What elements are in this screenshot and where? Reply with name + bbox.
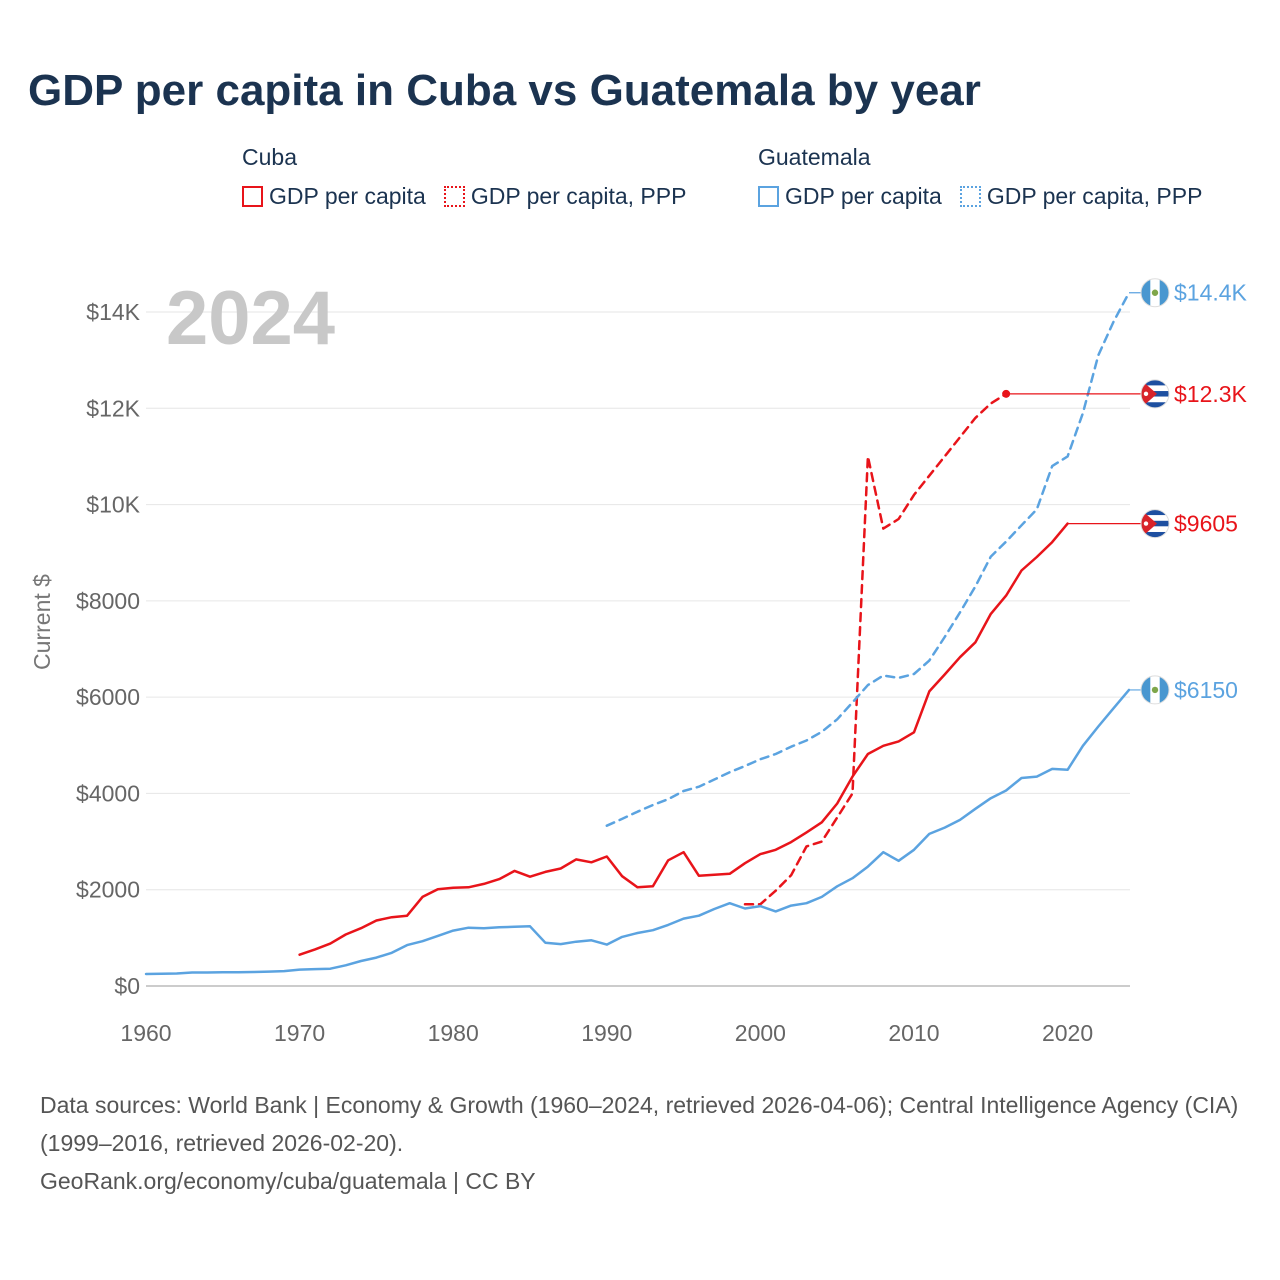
legend-swatch-cuba-ppp <box>443 186 465 207</box>
x-tick-label: 2020 <box>1042 1020 1093 1046</box>
series-line-cuba-gdp <box>298 522 1069 956</box>
legend-cuba: Cuba GDP per capita GDP per capita, PPP <box>242 144 686 210</box>
gridlines <box>146 311 1130 987</box>
cuba-flag-icon <box>1140 379 1170 409</box>
legend-label: GDP per capita, PPP <box>470 183 687 209</box>
y-tick-label: $0 <box>114 973 140 999</box>
x-tick-label: 1960 <box>120 1020 171 1046</box>
legend-item-guatemala-ppp[interactable]: GDP per capita, PPP <box>959 183 1203 210</box>
legend-item-guatemala-gdp[interactable]: GDP per capita <box>758 183 942 210</box>
legend-guatemala: Guatemala GDP per capita GDP per capita,… <box>758 144 1202 210</box>
y-tick-label: $2000 <box>76 877 140 903</box>
guatemala-flag-icon <box>1140 675 1170 705</box>
series-line-guatemala-ppp <box>605 291 1131 827</box>
y-tick-label: $4000 <box>76 780 140 806</box>
end-point-marker <box>1002 389 1011 398</box>
y-axis-ticks: $0 $2000 $4000 $6000 $8000 $10K $12K $14K <box>76 299 141 999</box>
legend-swatch-guatemala-gdp <box>758 186 779 207</box>
legend-group-name: Cuba <box>242 144 297 170</box>
y-tick-label: $8000 <box>76 588 140 614</box>
legend-group-name: Guatemala <box>758 144 871 170</box>
x-tick-label: 1990 <box>581 1020 632 1046</box>
site-credit: GeoRank.org/economy/cuba/guatemala | CC … <box>40 1168 536 1194</box>
legend-item-cuba-gdp[interactable]: GDP per capita <box>242 183 426 210</box>
line-chart: 2024 Current $ $0 $2000 $4000 $6000 $8000 $10… <box>29 276 1248 1046</box>
y-axis-label: Current $ <box>29 574 55 670</box>
end-value-label: $6150 <box>1174 677 1238 703</box>
year-watermark: 2024 <box>166 276 335 361</box>
legend-label: GDP per capita, PPP <box>986 183 1203 209</box>
legend-swatch-guatemala-ppp <box>959 186 981 207</box>
series-line-cuba-ppp <box>743 392 1008 906</box>
legend-label: GDP per capita <box>269 183 426 209</box>
x-tick-label: 1980 <box>428 1020 479 1046</box>
series-lines <box>144 291 1131 976</box>
data-sources: Data sources: World Bank | Economy & Gro… <box>40 1092 1239 1156</box>
end-value-label: $9605 <box>1174 511 1238 537</box>
y-tick-label: $12K <box>86 395 140 421</box>
end-labels: $9605 $12.3K $6150 $14.4K <box>1002 278 1248 705</box>
x-tick-label: 1970 <box>274 1020 325 1046</box>
y-tick-label: $10K <box>86 492 140 518</box>
x-tick-label: 2000 <box>735 1020 786 1046</box>
y-tick-label: $14K <box>86 299 140 325</box>
x-axis-ticks: 1960 1970 1980 1990 2000 2010 2020 <box>120 1020 1093 1046</box>
legend-item-cuba-ppp[interactable]: GDP per capita, PPP <box>443 183 687 210</box>
x-tick-label: 2010 <box>888 1020 939 1046</box>
page-title: GDP per capita in Cuba vs Guatemala by y… <box>28 66 981 115</box>
cuba-flag-icon <box>1140 509 1170 539</box>
end-value-label: $12.3K <box>1174 381 1248 407</box>
legend-swatch-cuba-gdp <box>242 186 263 207</box>
legend-label: GDP per capita <box>785 183 942 209</box>
end-value-label: $14.4K <box>1174 280 1248 306</box>
guatemala-flag-icon <box>1140 278 1170 308</box>
footer: Data sources: World Bank | Economy & Gro… <box>40 1086 1240 1200</box>
y-tick-label: $6000 <box>76 684 140 710</box>
series-line-guatemala-gdp <box>144 688 1131 976</box>
